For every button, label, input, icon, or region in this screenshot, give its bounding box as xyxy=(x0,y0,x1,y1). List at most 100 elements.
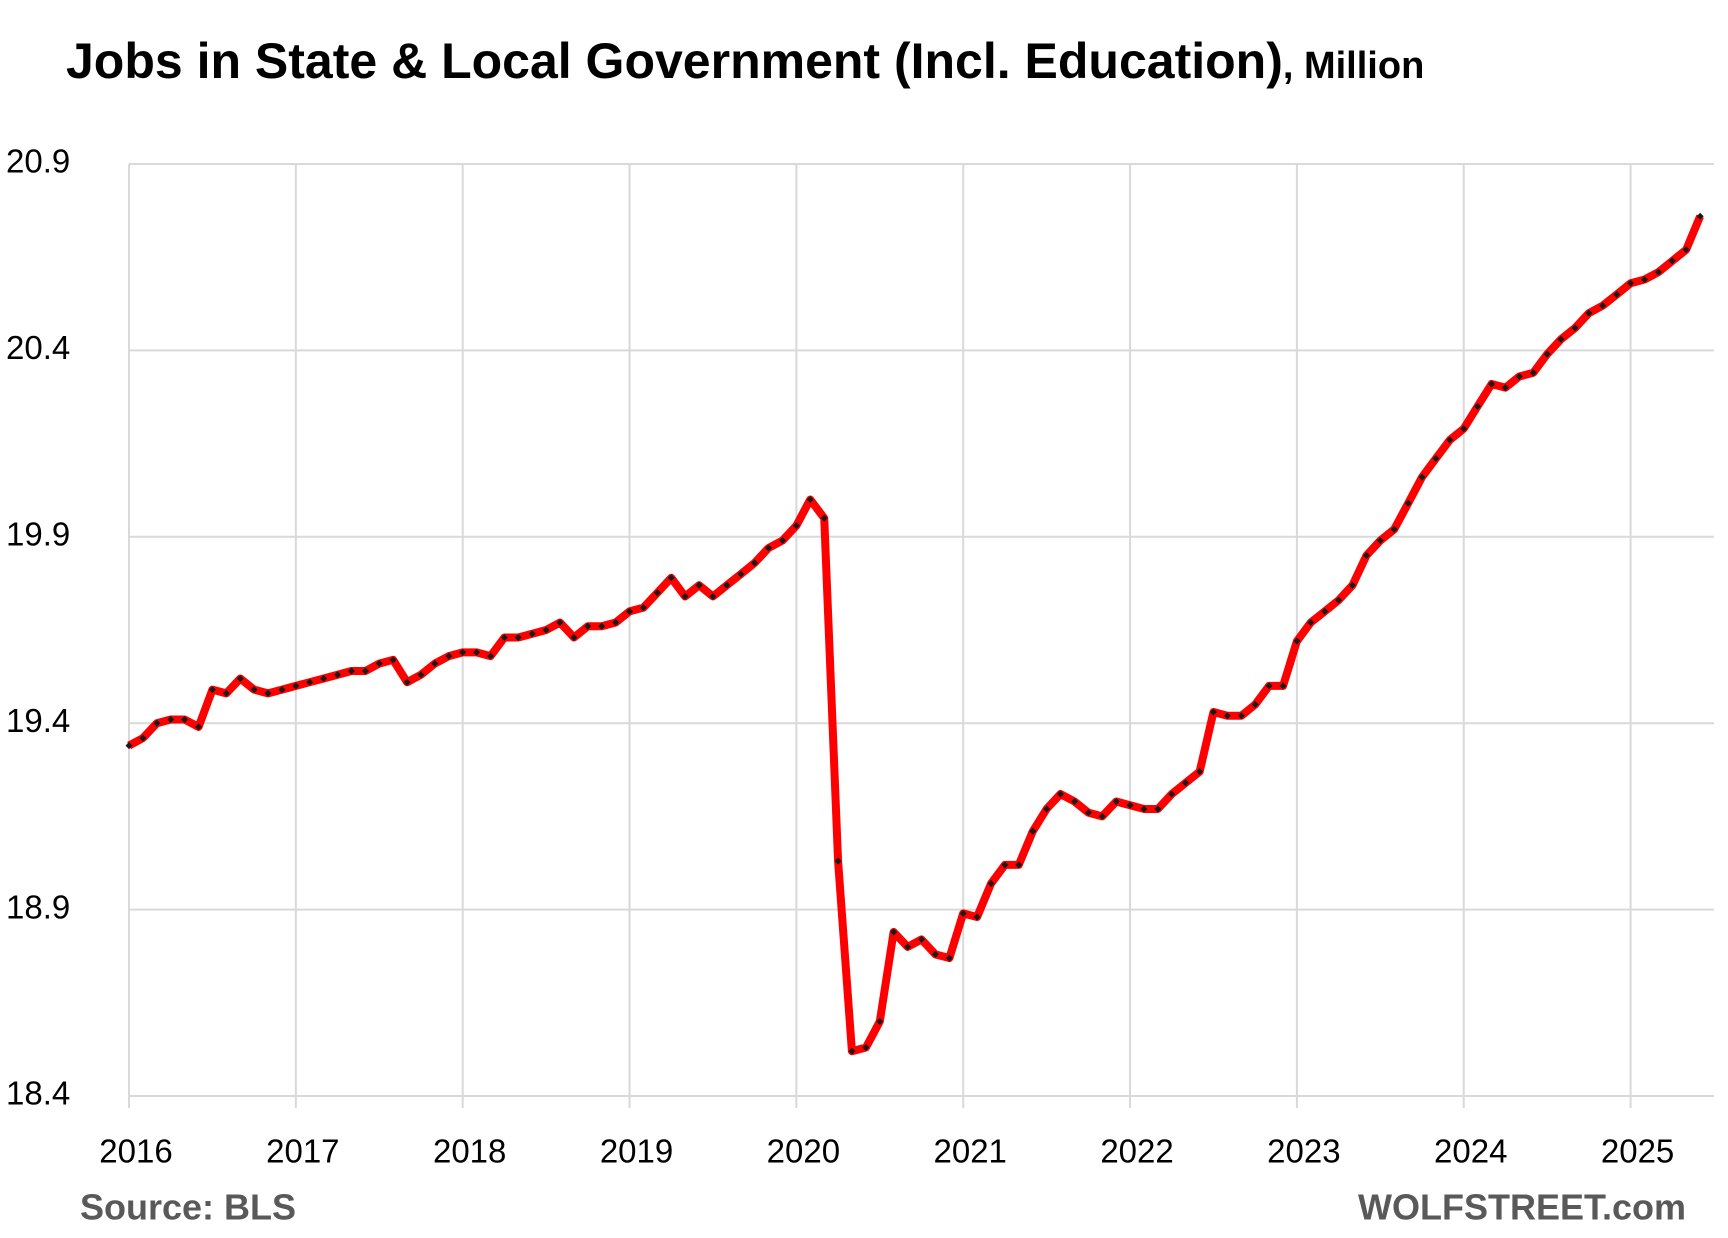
y-tick-label: 20.4 xyxy=(6,329,70,366)
data-point xyxy=(556,619,564,627)
data-point xyxy=(834,857,842,865)
data-point xyxy=(1654,268,1662,276)
data-point xyxy=(459,648,467,656)
data-point xyxy=(1390,525,1398,533)
data-point xyxy=(1432,455,1440,463)
data-point xyxy=(848,1047,856,1055)
data-point xyxy=(1668,257,1676,265)
data-point xyxy=(681,592,689,600)
data-point xyxy=(1140,805,1148,813)
data-point xyxy=(598,622,606,630)
y-tick-label: 19.9 xyxy=(6,516,70,553)
x-tick-label: 2020 xyxy=(767,1133,840,1170)
data-point xyxy=(306,678,314,686)
data-point xyxy=(181,715,189,723)
data-point xyxy=(973,913,981,921)
data-point xyxy=(445,652,453,660)
data-point xyxy=(1627,279,1635,287)
x-tick-label: 2024 xyxy=(1434,1133,1507,1170)
data-point xyxy=(1501,384,1509,392)
data-point xyxy=(1098,812,1106,820)
data-point xyxy=(959,909,967,917)
data-point xyxy=(876,1017,884,1025)
data-point xyxy=(1404,499,1412,507)
data-point xyxy=(1515,372,1523,380)
data-point xyxy=(1182,779,1190,787)
data-point xyxy=(639,604,647,612)
data-point xyxy=(1543,350,1551,358)
data-point xyxy=(1112,797,1120,805)
chart-title-group: Jobs in State & Local Government (Incl. … xyxy=(66,33,1424,89)
y-tick-label: 20.9 xyxy=(6,143,70,180)
data-point xyxy=(236,674,244,682)
data-point xyxy=(1223,712,1231,720)
data-point xyxy=(487,652,495,660)
data-point xyxy=(1488,380,1496,388)
data-point xyxy=(1585,309,1593,317)
data-point xyxy=(806,496,814,504)
data-point xyxy=(125,742,133,750)
data-point xyxy=(792,522,800,530)
data-point xyxy=(667,574,675,582)
brand: WOLFSTREET.com xyxy=(1358,1187,1686,1228)
data-point xyxy=(1335,596,1343,604)
data-point xyxy=(612,619,620,627)
data-point xyxy=(320,674,328,682)
data-point xyxy=(139,734,147,742)
data-point xyxy=(1279,682,1287,690)
data-point xyxy=(820,514,828,522)
source: Source: BLS xyxy=(80,1187,296,1228)
data-point xyxy=(918,935,925,943)
x-tick-label: 2017 xyxy=(266,1133,339,1170)
data-point xyxy=(403,678,411,686)
data-point xyxy=(1321,607,1329,615)
data-point xyxy=(264,689,272,697)
y-tick-label: 19.4 xyxy=(6,702,70,739)
x-tick-label: 2018 xyxy=(433,1133,506,1170)
data-point xyxy=(292,682,300,690)
data-point xyxy=(904,943,912,951)
data-point xyxy=(250,686,258,694)
x-tick-label: 2025 xyxy=(1601,1133,1674,1170)
data-point xyxy=(1209,708,1217,716)
data-point xyxy=(361,667,369,675)
data-point xyxy=(862,1044,870,1052)
data-point xyxy=(584,622,592,630)
data-point xyxy=(500,633,508,641)
data-point xyxy=(1265,682,1273,690)
x-tick-label: 2016 xyxy=(99,1133,172,1170)
data-point xyxy=(375,660,383,668)
data-point xyxy=(1126,801,1134,809)
data-point xyxy=(709,592,717,600)
data-point xyxy=(653,589,661,597)
data-point xyxy=(473,648,481,656)
data-point xyxy=(890,928,898,936)
chart-title: Jobs in State & Local Government (Incl. … xyxy=(66,33,1283,89)
data-point xyxy=(1529,369,1537,377)
data-point xyxy=(1460,425,1468,433)
data-point xyxy=(222,689,230,697)
data-point xyxy=(1070,797,1078,805)
x-tick-label: 2023 xyxy=(1267,1133,1340,1170)
data-point xyxy=(1571,324,1579,332)
data-point xyxy=(1348,581,1356,589)
data-point xyxy=(208,686,216,694)
data-point xyxy=(1043,805,1051,813)
data-point xyxy=(1557,335,1565,343)
data-point xyxy=(987,880,995,888)
data-point xyxy=(1362,551,1370,559)
data-point xyxy=(570,633,578,641)
data-point xyxy=(1682,246,1690,254)
y-tick-label: 18.4 xyxy=(6,1075,70,1112)
data-point xyxy=(347,667,355,675)
data-point xyxy=(1056,790,1064,798)
data-point xyxy=(417,671,425,679)
data-point xyxy=(945,954,953,962)
x-tick-label: 2021 xyxy=(933,1133,1006,1170)
data-point xyxy=(1640,276,1648,284)
data-point xyxy=(514,633,522,641)
data-point xyxy=(1154,805,1162,813)
data-point xyxy=(1001,861,1009,869)
y-tick-label: 18.9 xyxy=(6,888,70,925)
